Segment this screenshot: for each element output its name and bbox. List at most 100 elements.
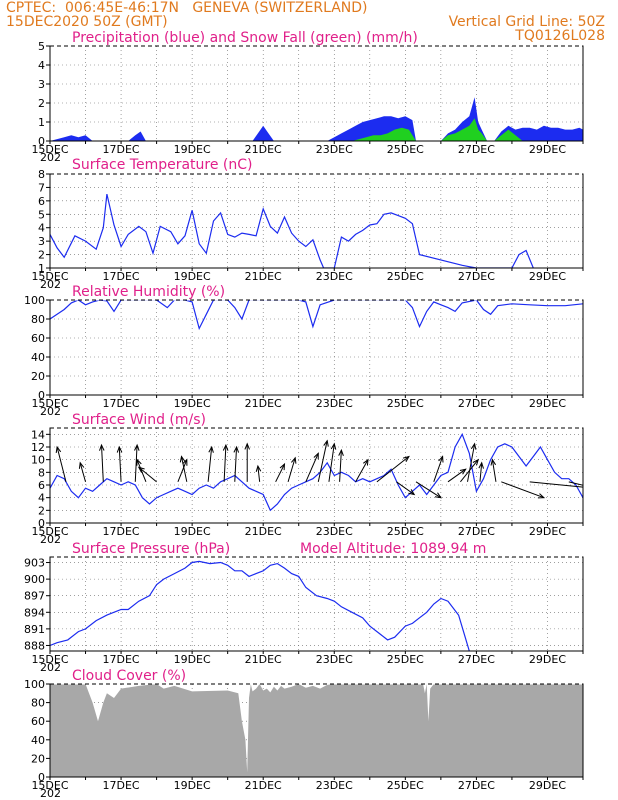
wind-arrow: [491, 459, 497, 482]
wind-arrow: [79, 462, 87, 482]
x-tick-label: 25DEC: [387, 525, 424, 538]
wind-arrow-head: [313, 452, 319, 460]
grid-line-note: Vertical Grid Line: 50Z: [448, 14, 605, 30]
x-tick-label: 25DEC: [387, 397, 424, 410]
x-tick-label: 27DEC: [458, 779, 495, 792]
wind-arrow-head: [472, 458, 480, 466]
wind-arrow: [317, 440, 328, 482]
wind-arrow-head: [584, 483, 590, 488]
y-tick-label: 80: [31, 313, 45, 326]
wind-arrow: [501, 481, 545, 499]
x-tick-label: 17DEC: [103, 525, 140, 538]
y-tick-label: 20: [31, 370, 45, 383]
y-tick-label: 100: [24, 294, 45, 307]
y-tick-label: 3: [38, 235, 45, 248]
wind-arrow-head: [588, 485, 594, 490]
x-tick-label: 27DEC: [458, 143, 495, 156]
wind-arrow-head: [244, 442, 250, 450]
x-tick-label: 17DEC: [103, 653, 140, 666]
station-header: CPTEC: 006:45E-46:17N GENEVA (SWITZERLAN…: [6, 0, 368, 16]
y-tick-label: 888: [24, 639, 45, 652]
wind-vectors: [55, 439, 594, 499]
x-tick-label: 25DEC: [387, 270, 424, 283]
x-tick-label: 21DEC: [245, 525, 282, 538]
x-tick-label: 29DEC: [529, 270, 566, 283]
panel-data: [50, 560, 470, 651]
y-tick-label: 2: [38, 249, 45, 262]
wind-arrow-head: [179, 455, 186, 463]
x-tick-label: 23DEC: [316, 143, 353, 156]
x-sub-label: 202: [40, 787, 61, 800]
x-tick-label: 21DEC: [245, 270, 282, 283]
y-tick-label: 60: [31, 715, 45, 728]
y-tick-label: 4: [38, 492, 45, 505]
wind-arrow-head: [291, 456, 297, 464]
wind-arrow-head: [402, 455, 410, 463]
wind-arrow-head: [537, 493, 546, 499]
wind-arrow: [328, 443, 335, 482]
wind-arrow-head: [323, 439, 329, 447]
series-line-1: [50, 193, 534, 268]
y-tick-label: 891: [24, 623, 45, 636]
y-tick-label: 10: [31, 454, 45, 467]
x-tick-label: 19DEC: [174, 525, 211, 538]
panel-data: [50, 97, 583, 141]
wind-arrow: [275, 463, 285, 483]
panel-title: Cloud Cover (%): [72, 668, 186, 684]
x-tick-label: 21DEC: [245, 397, 282, 410]
wind-arrow: [134, 445, 138, 482]
x-tick-label: 25DEC: [387, 143, 424, 156]
wind-arrow: [305, 453, 319, 483]
wind-arrow-head: [362, 458, 369, 466]
wind-arrow: [415, 481, 442, 499]
y-tick-label: 5: [38, 208, 45, 221]
wind-arrow-head: [478, 461, 484, 469]
panel-data: [50, 684, 583, 777]
x-tick-label: 19DEC: [174, 779, 211, 792]
x-sub-label: 202: [40, 661, 61, 674]
x-tick-label: 15DEC: [31, 143, 68, 156]
y-tick-label: 60: [31, 332, 45, 345]
series-line-1: [50, 300, 583, 331]
panel-title: Relative Humidity (%): [72, 284, 225, 300]
y-tick-label: 100: [24, 678, 45, 691]
x-tick-label: 29DEC: [529, 653, 566, 666]
y-tick-label: 897: [24, 590, 45, 603]
wind-arrow-head: [134, 443, 140, 451]
wind-arrow-head: [182, 458, 188, 466]
wind-arrow: [56, 446, 67, 482]
x-tick-label: 27DEC: [458, 270, 495, 283]
wind-arrow: [138, 466, 157, 483]
wind-arrow: [287, 457, 296, 482]
wind-arrow: [257, 465, 261, 482]
series-line-1: [50, 432, 583, 512]
x-sub-label: 202: [40, 278, 61, 291]
x-tick-label: 19DEC: [174, 270, 211, 283]
wind-arrow-head: [78, 461, 85, 469]
panel-3: 0 20 40 60 80 100 15DEC 17DEC 19DEC 21DEC 23DEC 25D…: [24, 284, 584, 418]
series-area-2: [352, 118, 523, 141]
x-tick-label: 19DEC: [174, 397, 211, 410]
x-tick-label: 29DEC: [529, 143, 566, 156]
y-tick-label: 8: [38, 168, 45, 181]
wind-arrow-head: [208, 445, 214, 453]
x-sub-label: 202: [40, 151, 61, 164]
x-tick-label: 29DEC: [529, 779, 566, 792]
wind-arrow: [479, 462, 483, 482]
x-tick-label: 21DEC: [245, 143, 282, 156]
wind-arrow: [529, 481, 583, 488]
x-tick-label: 19DEC: [174, 653, 211, 666]
x-tick-label: 29DEC: [529, 397, 566, 410]
wind-arrow: [568, 481, 583, 486]
x-tick-label: 23DEC: [316, 270, 353, 283]
y-tick-label: 0: [38, 135, 45, 148]
wind-arrow: [223, 445, 227, 482]
x-tick-label: 15DEC: [31, 779, 68, 792]
wind-arrow: [234, 446, 238, 482]
wind-arrow: [396, 481, 415, 495]
wind-arrow-head: [408, 489, 416, 496]
wind-arrow-head: [459, 468, 467, 475]
y-tick-label: 5: [38, 40, 45, 53]
y-tick-label: 6: [38, 479, 45, 492]
